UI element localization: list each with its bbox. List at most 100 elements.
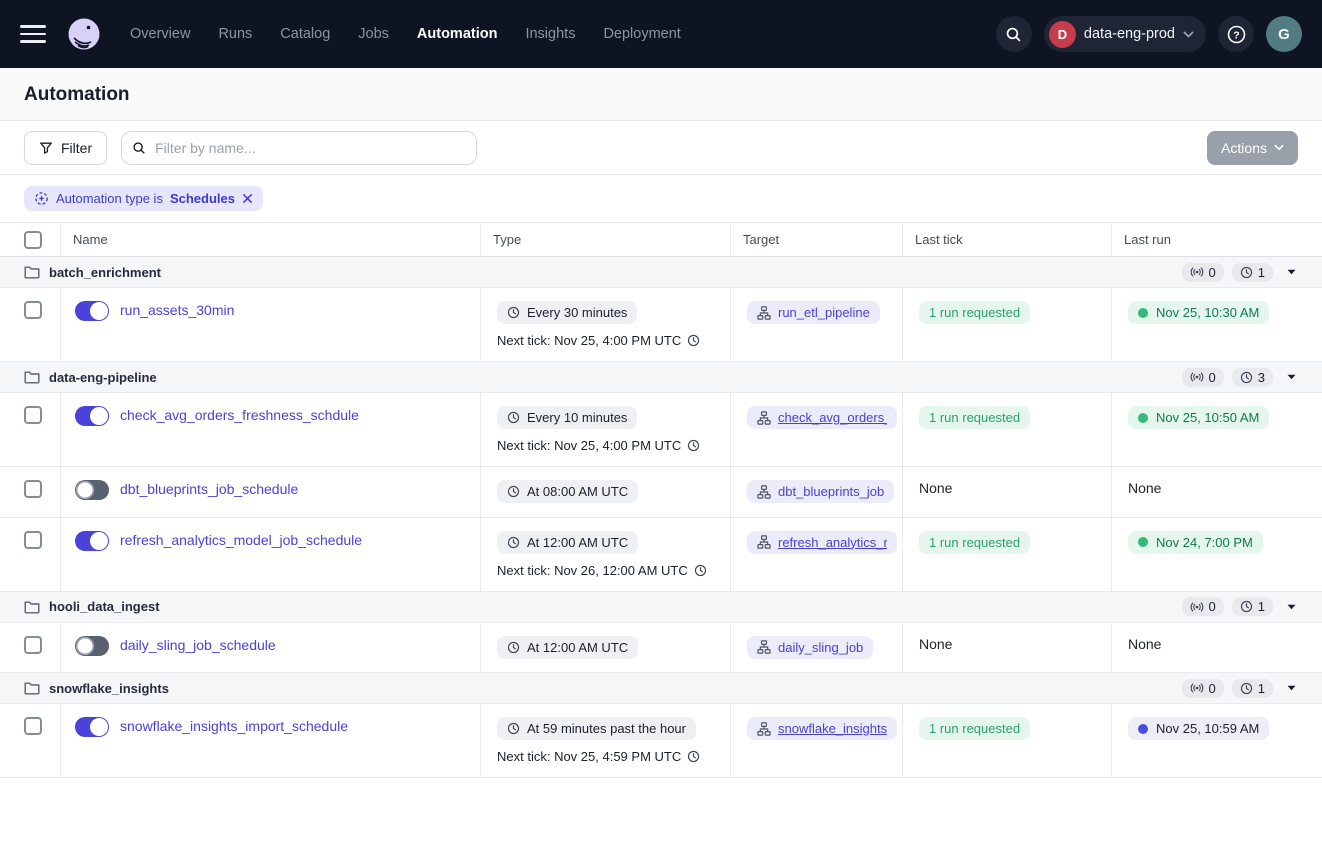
schedule-toggle[interactable] [75, 717, 109, 737]
sensor-count-badge[interactable]: 0 [1182, 263, 1224, 282]
actions-button-label: Actions [1221, 140, 1267, 156]
menu-icon[interactable] [20, 25, 46, 43]
filter-button[interactable]: Filter [24, 131, 107, 165]
caret-down-icon[interactable] [1287, 374, 1296, 380]
sensor-count: 0 [1209, 370, 1216, 385]
row-checkbox[interactable] [24, 406, 42, 424]
schedule-toggle[interactable] [75, 636, 109, 656]
target-chip[interactable]: daily_sling_job [747, 636, 873, 659]
last-tick-chip[interactable]: 1 run requested [919, 301, 1030, 324]
last-run-none: None [1128, 480, 1161, 496]
last-tick-none: None [919, 636, 952, 652]
clock-icon [507, 485, 520, 498]
last-tick-chip[interactable]: 1 run requested [919, 717, 1030, 740]
sensor-count-badge[interactable]: 0 [1182, 597, 1224, 616]
column-header-type: Type [481, 223, 731, 256]
nav-item-insights[interactable]: Insights [525, 26, 575, 42]
next-tick: Next tick: Nov 25, 4:00 PM UTC [497, 438, 714, 453]
sensor-count: 0 [1209, 681, 1216, 696]
target-chip[interactable]: dbt_blueprints_job [747, 480, 894, 503]
target-chip[interactable]: run_etl_pipeline [747, 301, 880, 324]
clock-icon [1240, 266, 1253, 279]
schedule-name-link[interactable]: refresh_analytics_model_job_schedule [120, 532, 362, 548]
sensor-count-badge[interactable]: 0 [1182, 368, 1224, 387]
folder-icon [24, 265, 40, 279]
active-filters-row: Automation type is Schedules [0, 175, 1322, 223]
last-run-chip[interactable]: Nov 24, 7:00 PM [1128, 531, 1263, 554]
nav-item-runs[interactable]: Runs [218, 26, 252, 42]
group-row[interactable]: batch_enrichment 0 1 [0, 257, 1322, 288]
dagster-logo[interactable] [64, 14, 104, 54]
last-run-chip[interactable]: Nov 25, 10:30 AM [1128, 301, 1269, 324]
search-input[interactable] [121, 131, 477, 165]
schedule-name-link[interactable]: snowflake_insights_import_schedule [120, 718, 348, 734]
schedule-toggle[interactable] [75, 480, 109, 500]
schedule-count-badge[interactable]: 3 [1232, 368, 1273, 387]
row-checkbox[interactable] [24, 531, 42, 549]
target-chip[interactable]: snowflake_insights [747, 717, 897, 740]
last-tick-chip[interactable]: 1 run requested [919, 406, 1030, 429]
clock-icon [1240, 600, 1253, 613]
caret-down-icon[interactable] [1287, 269, 1296, 275]
last-run-chip[interactable]: Nov 25, 10:59 AM [1128, 717, 1269, 740]
clock-icon [1240, 682, 1253, 695]
schedule-toggle[interactable] [75, 301, 109, 321]
target-chip[interactable]: check_avg_orders_ [747, 406, 897, 429]
next-tick-label: Next tick: Nov 25, 4:59 PM UTC [497, 749, 681, 764]
help-button[interactable]: ? [1218, 16, 1254, 52]
row-checkbox[interactable] [24, 636, 42, 654]
search-button[interactable] [996, 16, 1032, 52]
last-tick-chip[interactable]: 1 run requested [919, 531, 1030, 554]
table-row: refresh_analytics_model_job_schedule At … [0, 518, 1322, 592]
job-icon [757, 722, 771, 736]
sensor-count-badge[interactable]: 0 [1182, 679, 1224, 698]
clock-icon [687, 334, 700, 347]
group-row[interactable]: data-eng-pipeline 0 3 [0, 362, 1322, 393]
next-tick-label: Next tick: Nov 25, 4:00 PM UTC [497, 333, 681, 348]
group-row[interactable]: hooli_data_ingest 0 1 [0, 592, 1322, 623]
last-run-chip[interactable]: Nov 25, 10:50 AM [1128, 406, 1269, 429]
schedule-name-link[interactable]: daily_sling_job_schedule [120, 637, 276, 653]
schedule-name-link[interactable]: dbt_blueprints_job_schedule [120, 481, 298, 497]
group-name: batch_enrichment [49, 265, 161, 280]
target-chip[interactable]: refresh_analytics_r [747, 531, 897, 554]
schedule-type-chip: At 59 minutes past the hour [497, 717, 696, 740]
actions-button[interactable]: Actions [1207, 131, 1298, 165]
caret-down-icon[interactable] [1287, 604, 1296, 610]
close-icon[interactable] [242, 193, 253, 204]
job-icon [757, 306, 771, 320]
select-all-checkbox[interactable] [24, 231, 42, 249]
schedule-count: 1 [1258, 599, 1265, 614]
row-checkbox[interactable] [24, 301, 42, 319]
schedule-count-badge[interactable]: 1 [1232, 679, 1273, 698]
filter-chip-automation-type[interactable]: Automation type is Schedules [24, 186, 263, 211]
schedule-count-badge[interactable]: 1 [1232, 263, 1273, 282]
row-checkbox[interactable] [24, 480, 42, 498]
group-row[interactable]: snowflake_insights 0 1 [0, 673, 1322, 704]
help-icon: ? [1226, 24, 1247, 45]
target-label: run_etl_pipeline [778, 305, 870, 320]
schedule-count-badge[interactable]: 1 [1232, 597, 1273, 616]
caret-down-icon[interactable] [1287, 685, 1296, 691]
target-label: refresh_analytics_r [778, 535, 887, 550]
row-checkbox[interactable] [24, 717, 42, 735]
nav-item-automation[interactable]: Automation [417, 26, 498, 42]
column-header-last-tick: Last tick [903, 223, 1112, 256]
table-row: daily_sling_job_schedule At 12:00 AM UTC… [0, 623, 1322, 674]
schedule-name-link[interactable]: check_avg_orders_freshness_schdule [120, 407, 359, 423]
nav-item-deployment[interactable]: Deployment [603, 26, 680, 42]
schedule-toggle[interactable] [75, 406, 109, 426]
table-header: Name Type Target Last tick Last run [0, 223, 1322, 257]
name-filter [121, 131, 477, 165]
workspace-switcher[interactable]: D data-eng-prod [1044, 16, 1206, 52]
nav-item-catalog[interactable]: Catalog [280, 26, 330, 42]
schedule-type-label: Every 30 minutes [527, 305, 627, 320]
user-avatar[interactable]: G [1266, 16, 1302, 52]
svg-text:?: ? [1233, 29, 1239, 41]
schedule-name-link[interactable]: run_assets_30min [120, 302, 234, 318]
schedule-toggle[interactable] [75, 531, 109, 551]
last-run-time: Nov 25, 10:59 AM [1156, 721, 1259, 736]
nav-item-overview[interactable]: Overview [130, 26, 190, 42]
table-row: check_avg_orders_freshness_schdule Every… [0, 393, 1322, 467]
nav-item-jobs[interactable]: Jobs [358, 26, 389, 42]
